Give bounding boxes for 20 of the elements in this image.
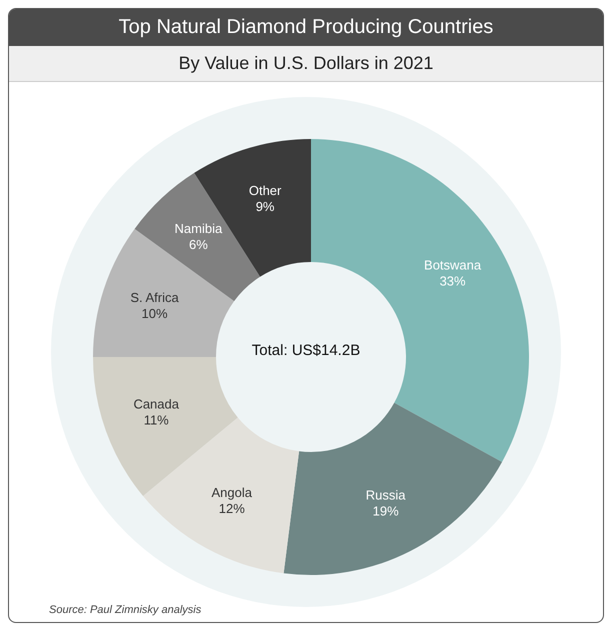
slice-label: Other xyxy=(248,183,282,198)
chart-subtitle: By Value in U.S. Dollars in 2021 xyxy=(9,46,603,82)
slice-label: Russia xyxy=(366,488,406,503)
data-label: 10% xyxy=(142,306,168,322)
data-label: 33% xyxy=(440,273,466,288)
slice-label: Botswana xyxy=(424,257,482,272)
data-label: 9% xyxy=(256,199,275,214)
slice-label: S. Africa xyxy=(130,290,180,306)
data-label: 6% xyxy=(188,237,208,252)
chart-title: Top Natural Diamond Producing Countries xyxy=(9,9,603,46)
source-note: Source: Paul Zimnisky analysis xyxy=(49,604,202,616)
data-label: 19% xyxy=(372,504,400,519)
slice-label: Canada xyxy=(133,396,180,412)
data-label: 12% xyxy=(218,501,246,516)
text: Total: US$14.2B xyxy=(250,342,362,359)
slice-label: Namibia xyxy=(174,221,223,236)
donut-slice xyxy=(284,402,502,575)
donut-slice xyxy=(143,418,300,574)
data-label: 11% xyxy=(144,412,170,428)
slice-label: Angola xyxy=(212,485,253,500)
